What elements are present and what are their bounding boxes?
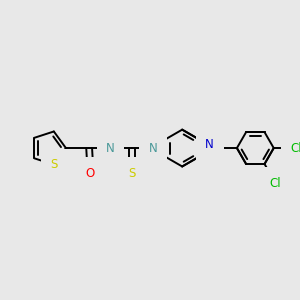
Text: S: S xyxy=(128,167,136,180)
Text: Cl: Cl xyxy=(290,142,300,154)
Text: H: H xyxy=(149,135,157,145)
Text: O: O xyxy=(85,167,95,180)
Text: H: H xyxy=(106,135,114,145)
Text: Cl: Cl xyxy=(270,177,281,190)
Text: N: N xyxy=(106,142,115,154)
Text: S: S xyxy=(50,158,58,171)
Text: O: O xyxy=(205,145,214,158)
Text: N: N xyxy=(149,142,158,154)
Text: N: N xyxy=(205,138,214,151)
